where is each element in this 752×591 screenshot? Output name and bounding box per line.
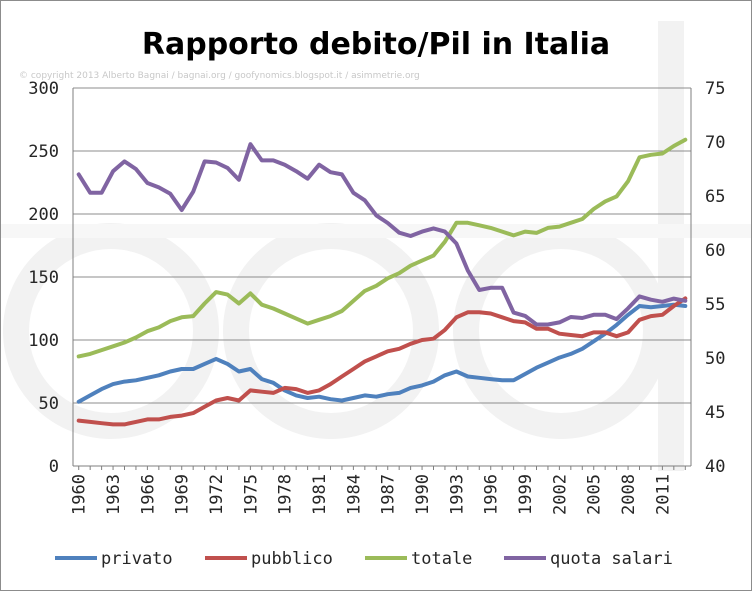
left-tick-label: 150 xyxy=(28,268,59,288)
x-tick-label: 1969 xyxy=(173,474,193,515)
chart-title: Rapporto debito/Pil in Italia xyxy=(142,27,610,62)
right-tick-label: 75 xyxy=(705,79,725,99)
x-tick-label: 2005 xyxy=(585,474,605,515)
x-tick-label: 1972 xyxy=(207,474,227,515)
left-tick-label: 250 xyxy=(28,142,59,162)
legend-label: totale xyxy=(411,549,472,569)
x-tick-label: 1990 xyxy=(413,474,433,515)
x-tick-label: 1960 xyxy=(70,474,90,515)
x-tick-label: 1963 xyxy=(104,474,124,515)
legend-label: quota salari xyxy=(550,549,673,569)
left-tick-label: 300 xyxy=(28,79,59,99)
right-tick-label: 40 xyxy=(705,457,725,477)
right-tick-label: 45 xyxy=(705,403,725,423)
left-axis-ticks: 0 50 100 150 200 250 300 xyxy=(28,79,59,477)
x-tick-label: 1975 xyxy=(241,474,261,515)
x-tick-label: 1987 xyxy=(379,474,399,515)
x-tick-label: 2008 xyxy=(619,474,639,515)
x-tick-label: 1966 xyxy=(138,474,158,515)
x-tick-label: 2002 xyxy=(550,474,570,515)
right-tick-label: 60 xyxy=(705,241,725,261)
legend: privato pubblico totale quota salari xyxy=(55,549,673,569)
x-tick-label: 1993 xyxy=(447,474,467,515)
legend-label: privato xyxy=(101,549,173,569)
right-tick-label: 50 xyxy=(705,349,725,369)
left-tick-label: 0 xyxy=(49,457,59,477)
left-tick-label: 50 xyxy=(39,394,59,414)
legend-label: pubblico xyxy=(251,549,333,569)
axes xyxy=(72,88,692,467)
series-line-totale xyxy=(76,137,688,359)
x-tick-label: 1984 xyxy=(344,474,364,515)
x-tick-label: 1996 xyxy=(482,474,502,515)
right-tick-label: 65 xyxy=(705,187,725,207)
right-tick-label: 55 xyxy=(705,295,725,315)
right-axis-ticks: 40 45 50 55 60 65 70 75 xyxy=(705,79,725,477)
series-lines xyxy=(76,137,688,427)
left-tick-label: 200 xyxy=(28,205,59,225)
series-line-pubblico xyxy=(76,296,688,427)
left-tick-label: 100 xyxy=(28,331,59,351)
series-line-quota-salari xyxy=(76,142,688,327)
x-tick-label: 2011 xyxy=(653,474,673,515)
right-tick-label: 70 xyxy=(705,133,725,153)
copyright-notice: © copyright 2013 Alberto Bagnai / bagnai… xyxy=(19,71,420,81)
series-line-privato xyxy=(76,302,688,404)
x-tick-label: 1978 xyxy=(276,474,296,515)
x-axis-ticks: 1960 1963 1966 1969 1972 1975 1978 1981 1984 1987… xyxy=(70,466,686,515)
x-tick-label: 1981 xyxy=(310,474,330,515)
x-tick-label: 1999 xyxy=(516,474,536,515)
